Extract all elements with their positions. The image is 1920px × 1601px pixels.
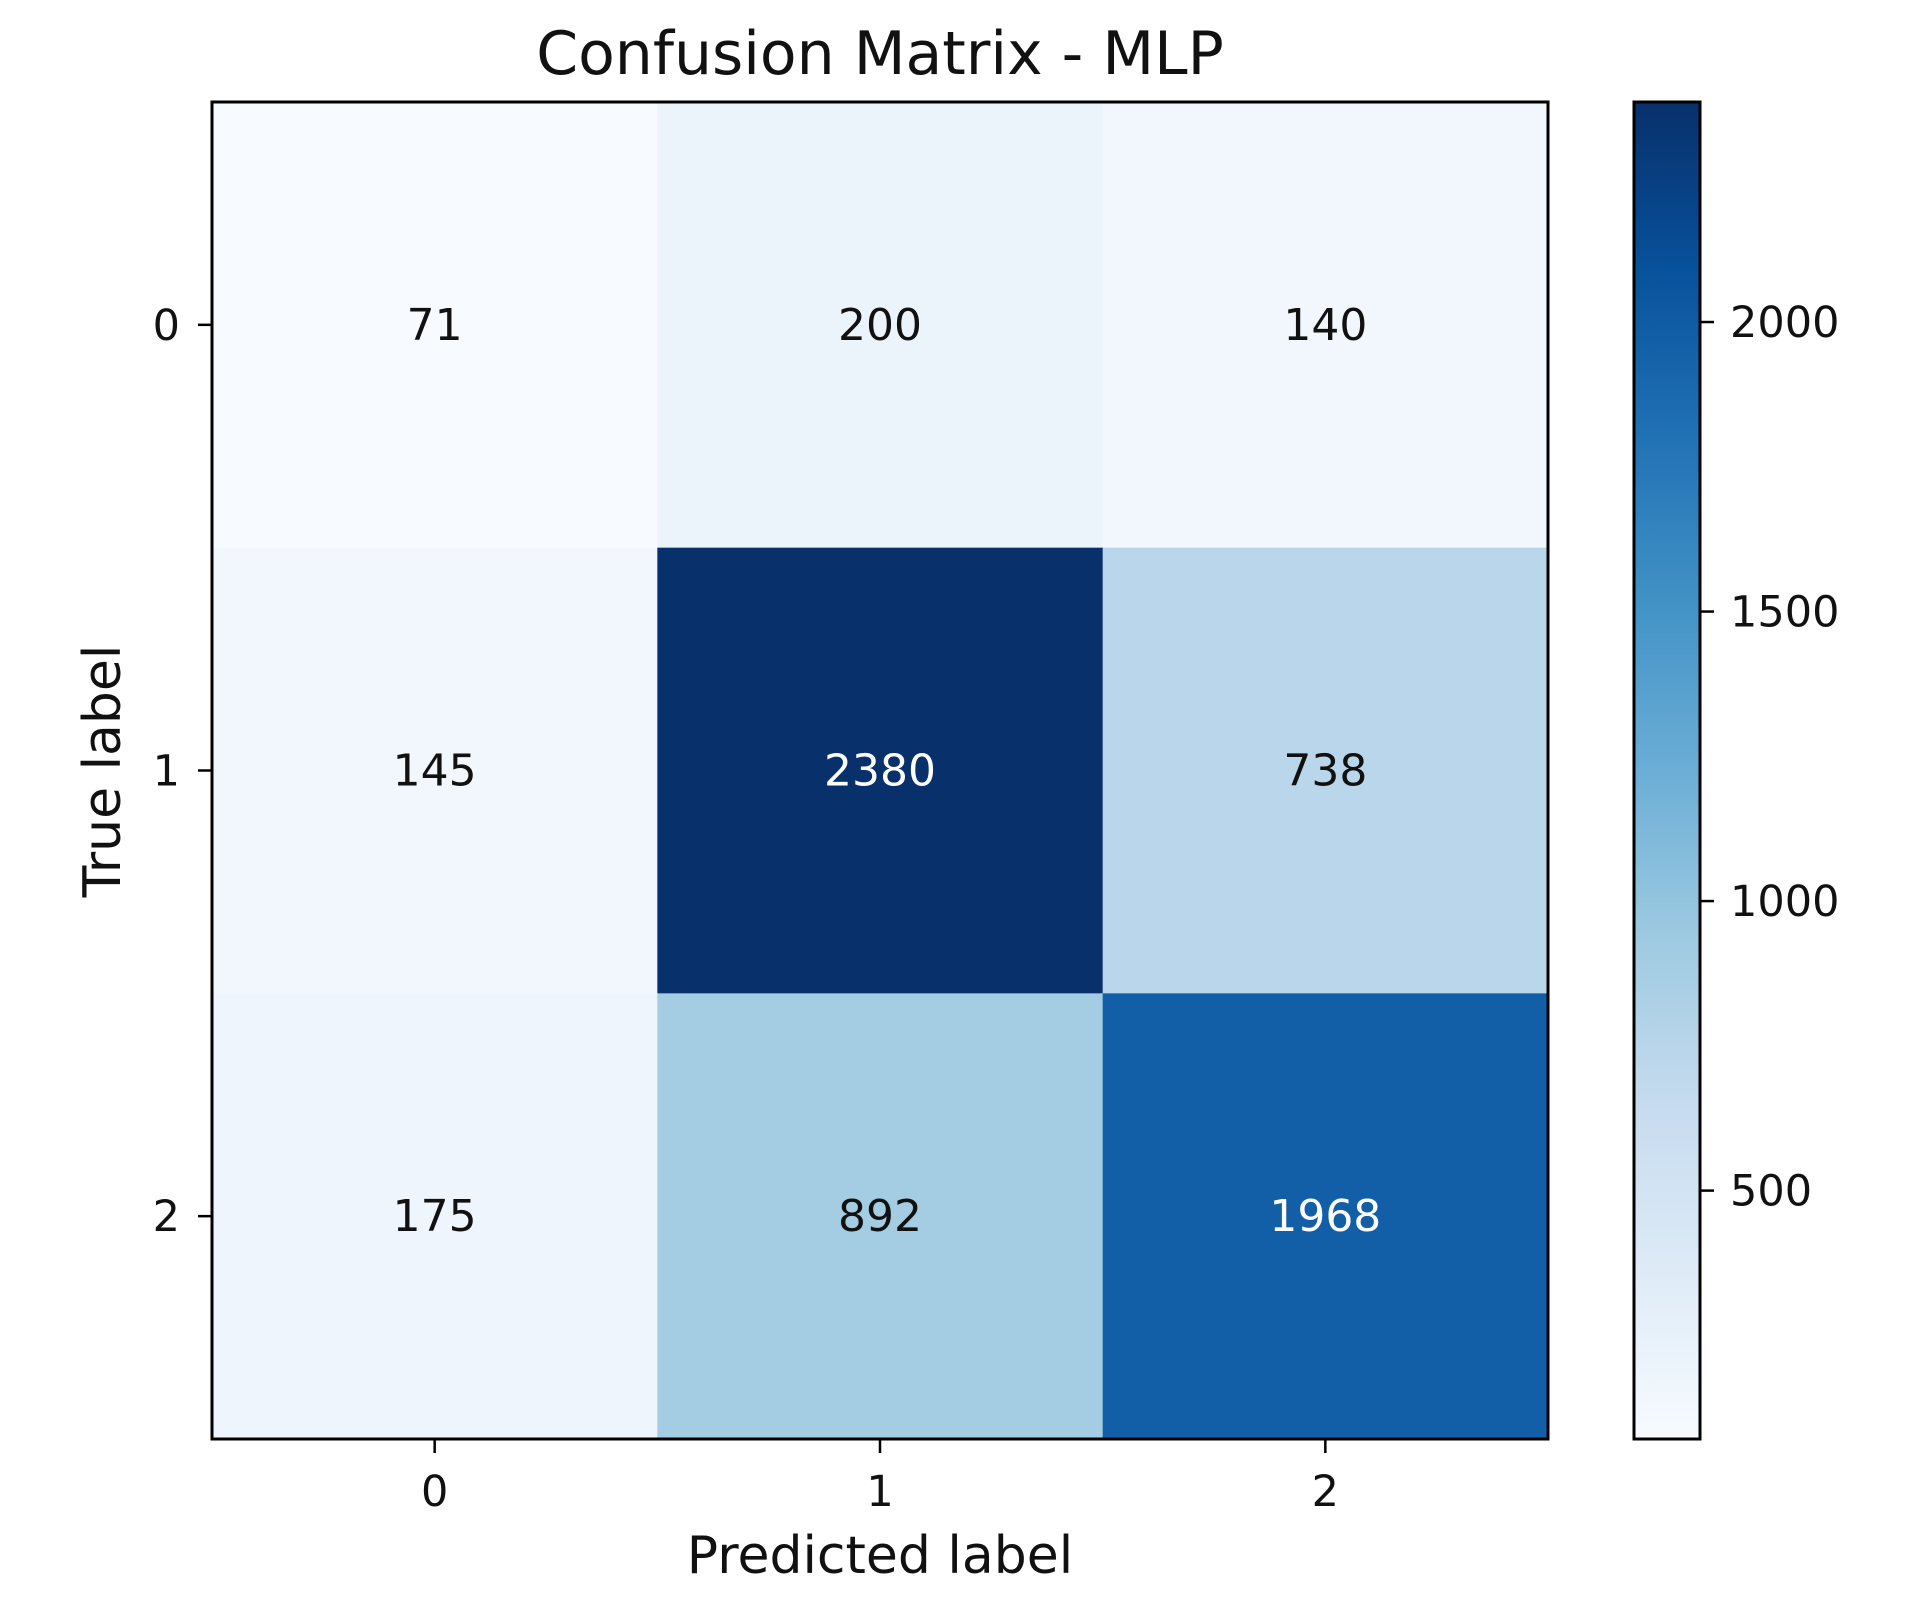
colorbar <box>1632 100 1702 1441</box>
heatmap-cell <box>212 102 658 549</box>
x-tick-label: 1 <box>866 1467 893 1517</box>
colorbar-ticks: 500 1000 1500 2000 <box>1700 298 1839 1217</box>
cell-value-label: 140 <box>1283 300 1367 351</box>
colorbar-tick-label: 2000 <box>1730 298 1839 348</box>
heatmap-cell <box>657 993 1104 1440</box>
y-tick-label: 0 <box>153 301 180 351</box>
x-tick-label: 0 <box>421 1467 448 1517</box>
heatmap-cell <box>1102 993 1549 1440</box>
cell-value-label: 738 <box>1283 746 1367 797</box>
x-axis-ticks: 0 1 2 <box>421 1439 1339 1517</box>
heatmap-cell <box>212 993 658 1440</box>
x-tick-label: 2 <box>1312 1467 1339 1517</box>
cell-value-label: 145 <box>393 746 477 797</box>
cell-value-label: 892 <box>838 1191 922 1242</box>
heatmap-cell <box>1102 547 1549 994</box>
y-tick-label: 2 <box>153 1192 180 1242</box>
y-tick-label: 1 <box>153 747 180 797</box>
y-axis-ticks: 0 1 2 <box>153 301 212 1242</box>
cell-value-label: 175 <box>393 1191 477 1242</box>
cell-value-label: 71 <box>407 300 463 351</box>
x-axis-label: Predicted label <box>687 1526 1073 1586</box>
colorbar-tick-label: 500 <box>1730 1167 1812 1217</box>
heatmap-cell <box>657 102 1104 549</box>
chart-title: Confusion Matrix - MLP <box>536 19 1224 89</box>
cell-value-label: 2380 <box>824 746 936 797</box>
heatmap-cell <box>1102 102 1549 549</box>
cell-value-label: 1968 <box>1269 1191 1381 1242</box>
heatmap-cell <box>657 547 1104 994</box>
colorbar-tick-label: 1000 <box>1730 877 1839 927</box>
colorbar-tick-label: 1500 <box>1730 588 1839 638</box>
heatmap-cell <box>212 547 658 994</box>
cell-value-label: 200 <box>838 300 922 351</box>
y-axis-label: True label <box>73 645 133 899</box>
heatmap-cells: 71 200 140 145 2380 738 175 892 1968 <box>212 102 1549 1440</box>
